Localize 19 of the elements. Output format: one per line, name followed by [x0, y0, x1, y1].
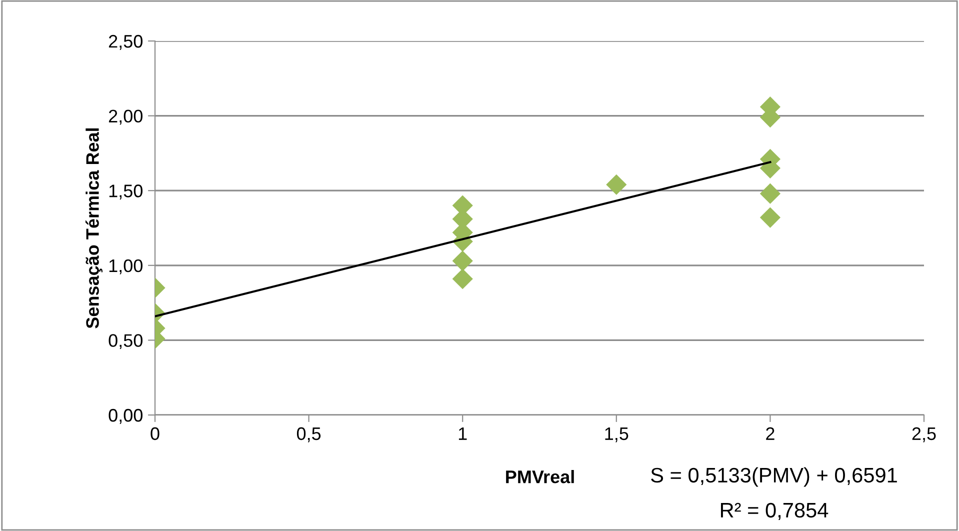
x-tick-label: 2,5 [912, 427, 936, 442]
point [606, 174, 627, 195]
y-tick-label: 1,00 [109, 259, 142, 274]
point [760, 207, 780, 228]
y-axis-title: Sensação Térmica Real [86, 128, 102, 328]
text: S = 0,5133(PMV) + 0,6591 [651, 467, 897, 487]
x-tick-label: 1,5 [605, 427, 628, 442]
x-tick-label: 2 [766, 427, 774, 440]
y-tick-label: 0,50 [108, 334, 142, 350]
x-axis-title: PMVreal [506, 470, 574, 484]
x-tick-label: 0,5 [296, 427, 321, 442]
x-tick-label: 0 [150, 427, 160, 440]
y-tick-label: 1,50 [109, 184, 142, 200]
text: R² = 0,7854 [720, 502, 828, 520]
y-tick-label: 2,50 [108, 34, 142, 50]
y-tick-label: 0,00 [108, 408, 142, 424]
y-tick-label: 2,00 [108, 110, 142, 125]
x-tick-label: 1 [458, 427, 467, 440]
point [760, 183, 780, 204]
